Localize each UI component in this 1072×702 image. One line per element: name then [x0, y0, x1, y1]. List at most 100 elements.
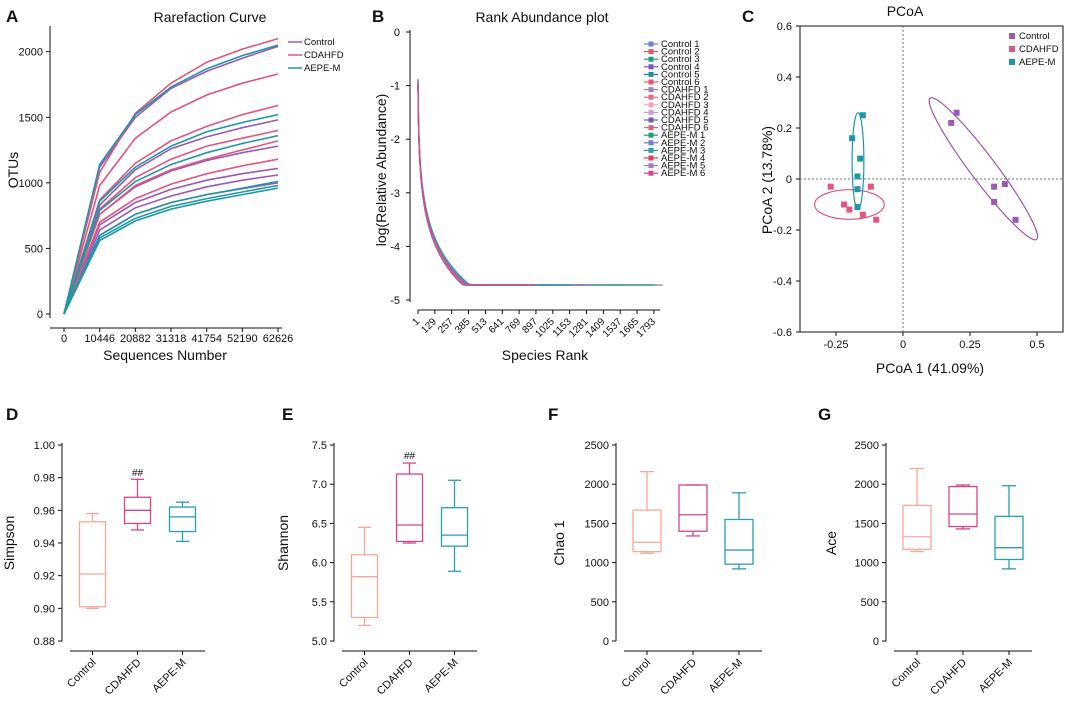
y-tick-label: -2: [390, 134, 400, 146]
box-iqr: [724, 518, 754, 565]
legend-label: CDAHFD: [1019, 44, 1059, 55]
rank-series-line: [417, 80, 600, 286]
legend-marker: [648, 109, 654, 115]
y-tick-label: -0.2: [773, 225, 792, 237]
legend-label: Control 2: [661, 47, 700, 58]
series-line: [63, 129, 279, 315]
legend-marker: [1009, 59, 1015, 65]
series-line: [63, 174, 279, 315]
x-tick-label: Control: [890, 657, 924, 691]
rank-series-line: [417, 80, 592, 286]
panel-c-pcoa: PCoA 0.6 0.4 0.2 0 -0.2 -0.4 -0.6 -0.25 0 0.25 0.5 P…: [759, 3, 1064, 376]
legend-label: AEPE-M 6: [661, 168, 705, 179]
y-tick-label: 6.0: [312, 558, 327, 570]
x-tick-label: Control: [65, 657, 99, 691]
y-tick-label: -0.4: [773, 276, 792, 288]
x-tick-label: CDAHFD: [375, 657, 416, 698]
sample-point: [867, 183, 874, 190]
x-tick-label: 52190: [227, 333, 258, 345]
box-iqr: [994, 515, 1024, 561]
y-tick-label: 0: [786, 174, 792, 186]
legend-marker: [648, 49, 654, 55]
x-tick-label: 10446: [84, 333, 115, 345]
y-axis-label: log(Relative Abundance): [373, 94, 389, 247]
x-tick-label: 769: [504, 316, 524, 336]
legend-marker: [648, 79, 654, 85]
series-line: [63, 119, 279, 315]
legend-label: CDAHFD 6: [661, 123, 709, 134]
x-tick-label: 0: [61, 333, 67, 345]
x-tick-label: 1793: [635, 316, 659, 340]
legend-marker: [648, 163, 654, 169]
y-tick-label: 2500: [855, 440, 879, 452]
chart-title: Rank Abundance plot: [475, 9, 608, 25]
x-tick-label: AEPE-M: [422, 657, 460, 695]
y-axis-label: Ace: [823, 531, 839, 555]
x-tick-label: 0.25: [959, 339, 980, 351]
x-tick-label: AEPE-M: [977, 657, 1015, 695]
box-iqr: [902, 504, 932, 550]
sample-point: [846, 206, 853, 213]
box-iqr: [168, 506, 197, 533]
y-axis-label: Shannon: [275, 515, 291, 571]
y-tick-label: -1: [390, 81, 400, 93]
rank-series-line: [417, 82, 632, 286]
panel-letter-b: B: [372, 7, 384, 26]
rank-series-line: [417, 85, 542, 286]
x-tick-label: 20882: [120, 333, 151, 345]
y-tick-label: 1500: [19, 112, 43, 124]
rank-series-line: [417, 83, 550, 286]
panel-letter-g: G: [818, 405, 831, 424]
legend-label: CDAHFD 3: [661, 100, 709, 111]
box-iqr: [948, 485, 978, 528]
legend-marker: [648, 102, 654, 108]
x-tick-label: 41754: [191, 333, 222, 345]
legend-marker: [648, 170, 654, 176]
x-tick-label: Control: [620, 657, 654, 691]
x-axis-label: Sequences Number: [103, 347, 227, 363]
y-axis-label: Simpson: [1, 516, 17, 570]
y-tick-label: 0.6: [777, 21, 792, 33]
y-tick-label: 0: [603, 636, 609, 648]
legend-marker: [648, 56, 654, 62]
y-tick-label: -3: [390, 188, 400, 200]
rank-series-line: [417, 79, 537, 286]
y-tick-label: 5.0: [312, 636, 327, 648]
legend-label: CDAHFD: [304, 50, 344, 61]
legend-label: AEPE-M 3: [661, 145, 705, 156]
y-tick-label: 0.4: [777, 72, 792, 84]
sample-point: [1001, 181, 1008, 188]
significance-marker: ##: [132, 468, 144, 479]
box-iqr: [78, 521, 107, 608]
y-tick-label: 0: [394, 27, 400, 39]
y-tick-label: 0.94: [34, 538, 55, 550]
y-tick-label: 1500: [585, 518, 609, 530]
sample-point: [827, 183, 834, 190]
legend-marker: [648, 125, 654, 131]
panel-letter-f: F: [548, 405, 558, 424]
sample-point: [1012, 216, 1019, 223]
legend-marker: [648, 147, 654, 153]
panel-a-rarefaction: Rarefaction Curve 0 500 1000 1500 2000 0 10446 2…: [5, 9, 344, 363]
y-tick-label: 2000: [855, 479, 879, 491]
panel-letter-d: D: [6, 405, 18, 424]
x-tick-label: 385: [453, 316, 473, 336]
x-tick-label: Control: [337, 657, 371, 691]
legend-label: Control 3: [661, 54, 700, 65]
legend-label: Control 4: [661, 62, 700, 73]
significance-marker: ##: [404, 451, 416, 462]
panel-d-simpson: 1.00 0.98 0.96 0.94 0.92 0.90 0.88 Simpson Contr…: [1, 440, 205, 698]
rank-series-line: [417, 82, 655, 286]
legend-marker: [1009, 33, 1015, 39]
chart-title: Rarefaction Curve: [154, 9, 267, 25]
legend-marker: [648, 64, 654, 70]
x-tick-label: AEPE-M: [707, 657, 745, 695]
sample-point: [859, 112, 866, 119]
legend-marker: [648, 41, 654, 47]
y-tick-label: 0.92: [34, 571, 55, 583]
y-tick-label: 2000: [585, 479, 609, 491]
y-tick-label: 0.88: [34, 636, 55, 648]
y-tick-label: 500: [861, 597, 879, 609]
y-tick-label: -0.6: [773, 327, 792, 339]
